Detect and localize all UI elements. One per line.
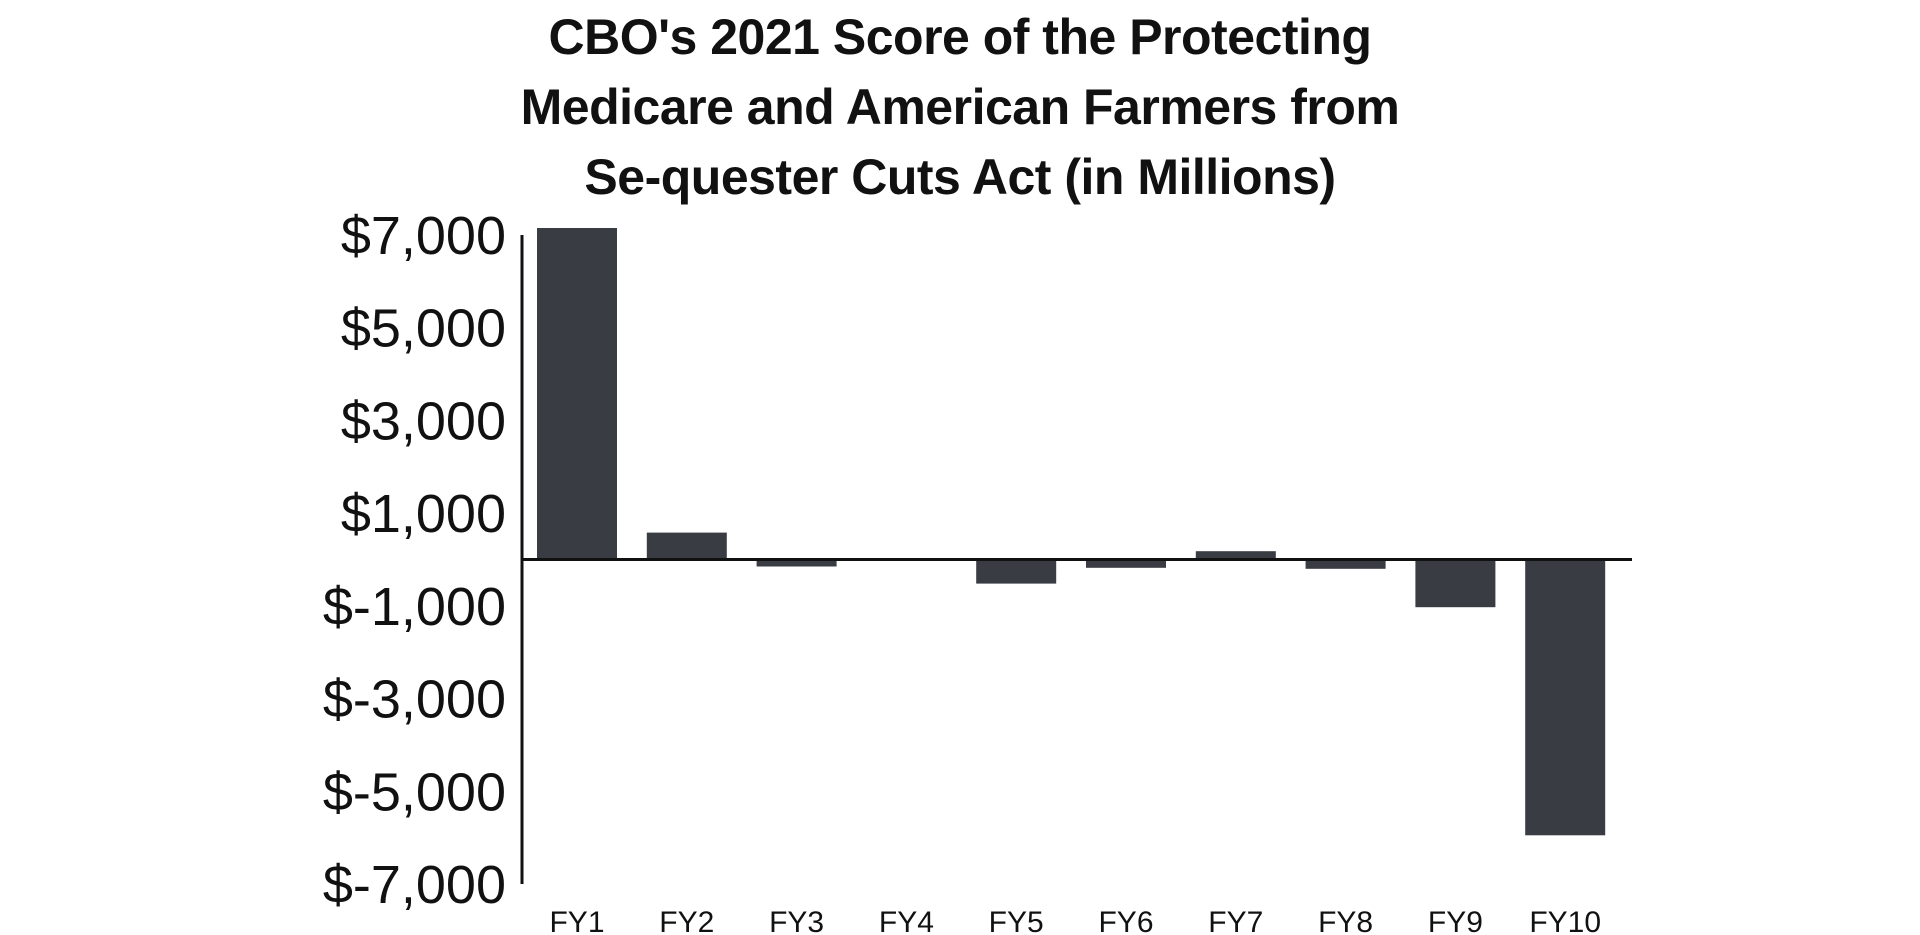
x-tick-label-fy4: FY4 (879, 906, 934, 935)
y-tick-label: $-1,000 (323, 577, 506, 637)
x-tick-label-fy3: FY3 (769, 906, 824, 935)
y-tick-label: $7,000 (341, 206, 506, 266)
bar-fy1 (537, 228, 617, 560)
bars-group (537, 228, 1606, 836)
bar-fy10 (1525, 559, 1606, 836)
bar-fy3 (756, 559, 837, 567)
chart-title-text: CBO's 2021 Score of the Protecting Medic… (520, 9, 1400, 205)
x-tick-label-fy5: FY5 (989, 906, 1044, 935)
y-tick-labels: $7,000 $5,000 $3,000 $1,000 $-1,000 $-3,000 $-… (323, 206, 506, 915)
bar-fy6 (1086, 559, 1166, 568)
bar-fy7 (1195, 551, 1276, 560)
y-tick-label: $-3,000 (323, 670, 506, 730)
x-tick-label-fy2: FY2 (659, 906, 714, 935)
y-tick-label: $-7,000 (323, 855, 506, 915)
y-tick-label: $1,000 (341, 484, 506, 544)
chart-title: CBO's 2021 Score of the Protecting Medic… (480, 2, 1440, 212)
bar-fy2 (646, 532, 727, 560)
x-tick-label-fy6: FY6 (1098, 906, 1153, 935)
y-tick-label: $5,000 (341, 299, 506, 359)
x-tick-label-fy7: FY7 (1208, 906, 1263, 935)
x-tick-label-fy1: FY1 (549, 906, 604, 935)
bar-fy9 (1415, 559, 1496, 608)
x-tick-labels: FY1 FY2 FY3 FY4 FY5 FY6 FY7 FY8 FY9 FY10 (549, 906, 1601, 935)
x-tick-label-fy8: FY8 (1318, 906, 1373, 935)
bar-fy5 (976, 559, 1057, 584)
y-tick-label: $3,000 (341, 391, 506, 451)
x-tick-label-fy10: FY10 (1529, 906, 1601, 935)
x-tick-label-fy9: FY9 (1428, 906, 1483, 935)
y-tick-label: $-5,000 (323, 762, 506, 822)
bar-fy8 (1305, 559, 1386, 569)
